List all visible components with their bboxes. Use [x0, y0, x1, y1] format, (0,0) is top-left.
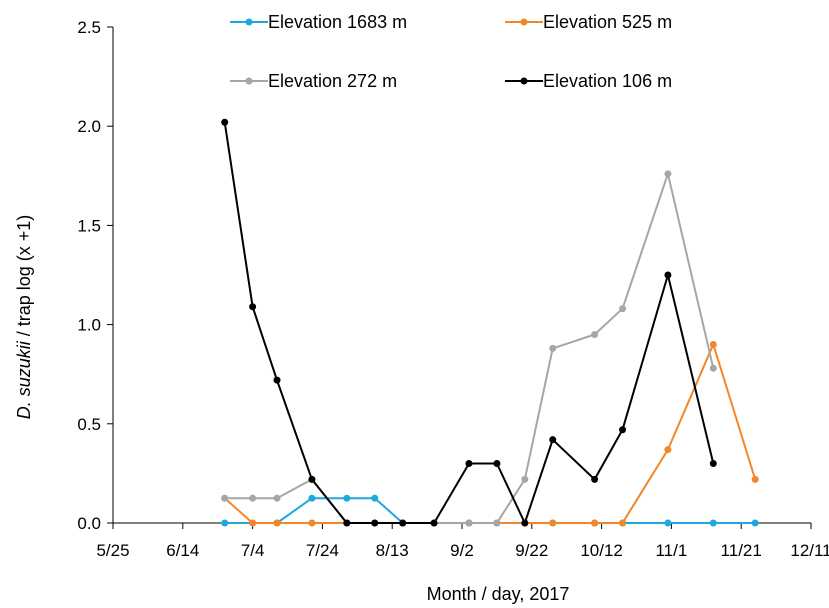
- data-point: [371, 494, 379, 502]
- x-tick-label: 10/12: [580, 541, 623, 560]
- legend: Elevation 1683 m Elevation 525 m Elevation…: [230, 12, 672, 91]
- data-point: [399, 519, 407, 527]
- data-point: [619, 305, 627, 313]
- data-point: [343, 494, 351, 502]
- data-point: [221, 494, 229, 502]
- y-axis-title-species: D. suzukii: [14, 340, 34, 419]
- x-tick-label: 7/24: [306, 541, 339, 560]
- legend-label: Elevation 272 m: [268, 71, 397, 91]
- data-point: [249, 519, 257, 527]
- x-tick-label: 7/4: [241, 541, 265, 560]
- data-point: [343, 519, 351, 527]
- data-point: [664, 271, 672, 279]
- series-line-1: [224, 343, 757, 524]
- legend-swatch-marker: [520, 18, 528, 26]
- x-tick-label: 6/14: [166, 541, 199, 560]
- series-line-3: [223, 122, 715, 524]
- y-tick-label: 2.0: [77, 117, 101, 136]
- data-point: [249, 303, 257, 311]
- data-point: [591, 519, 599, 527]
- data-point: [709, 340, 717, 348]
- legend-label: Elevation 1683 m: [268, 12, 407, 32]
- x-tick-label: 11/21: [721, 541, 762, 560]
- data-point: [521, 519, 529, 527]
- data-point: [709, 364, 717, 372]
- x-axis-title: Month / day, 2017: [427, 584, 570, 604]
- data-point: [249, 494, 257, 502]
- data-point: [549, 519, 557, 527]
- y-tick-label: 0.5: [77, 415, 101, 434]
- data-point: [664, 170, 672, 178]
- data-point: [591, 475, 599, 483]
- data-point: [465, 459, 473, 467]
- data-point: [751, 475, 759, 483]
- y-tick-label: 0.0: [77, 514, 101, 533]
- data-point: [465, 519, 473, 527]
- data-point: [273, 494, 281, 502]
- x-tick-label: 11/1: [655, 541, 687, 560]
- legend-label: Elevation 525 m: [543, 12, 672, 32]
- y-tick-label: 1.5: [77, 216, 101, 235]
- data-point: [371, 519, 379, 527]
- x-tick-label: 12/11: [790, 541, 829, 560]
- data-point: [549, 436, 557, 444]
- y-axis-title: D. suzukii / trap log (x +1): [14, 215, 34, 420]
- x-tick-label: 9/22: [515, 541, 548, 560]
- data-point: [430, 519, 438, 527]
- legend-swatch-marker: [245, 18, 253, 26]
- data-point: [549, 344, 557, 352]
- data-point: [619, 426, 627, 434]
- data-point: [619, 519, 627, 527]
- legend-swatch-marker: [520, 77, 528, 85]
- x-tick-label: 9/2: [450, 541, 474, 560]
- legend-swatch-marker: [245, 77, 253, 85]
- data-point: [273, 376, 281, 384]
- data-point: [709, 519, 717, 527]
- data-point: [493, 459, 501, 467]
- y-axis-title-unit: / trap log (x +1): [14, 215, 34, 342]
- data-point: [591, 331, 599, 339]
- series-line-2: [224, 172, 715, 524]
- data-point: [221, 519, 229, 527]
- series-line-0: [224, 497, 756, 524]
- data-point: [308, 519, 316, 527]
- data-point: [308, 475, 316, 483]
- data-point: [221, 118, 229, 126]
- data-point: [308, 494, 316, 502]
- data-point: [751, 519, 759, 527]
- data-point: [521, 475, 529, 483]
- x-tick-label: 5/25: [96, 541, 129, 560]
- legend-label: Elevation 106 m: [543, 71, 672, 91]
- y-tick-label: 2.5: [77, 18, 101, 37]
- data-point: [273, 519, 281, 527]
- data-point: [709, 459, 717, 467]
- x-tick-label: 8/13: [376, 541, 409, 560]
- data-point: [493, 519, 501, 527]
- y-tick-label: 1.0: [77, 316, 101, 335]
- data-point: [664, 446, 672, 454]
- data-point: [664, 519, 672, 527]
